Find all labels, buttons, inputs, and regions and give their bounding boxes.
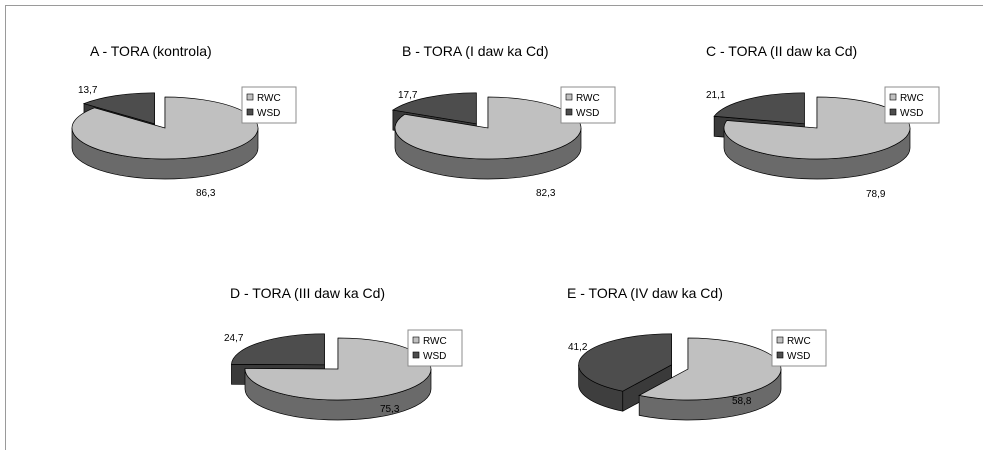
legend-swatch-wsd bbox=[776, 351, 784, 359]
legend-swatch-rwc bbox=[246, 93, 254, 101]
legend: RWC WSD bbox=[560, 86, 616, 124]
legend-label-wsd: WSD bbox=[900, 108, 923, 119]
slice-wsd-top bbox=[713, 92, 805, 125]
legend-box bbox=[560, 86, 616, 124]
legend-swatch-rwc bbox=[565, 93, 573, 101]
legend: RWC WSD bbox=[241, 86, 297, 124]
chart-title: E - TORA (IV daw ka Cd) bbox=[567, 285, 723, 301]
legend-box bbox=[884, 86, 940, 124]
slice-wsd-top bbox=[391, 92, 477, 125]
data-label-rwc: 58,8 bbox=[732, 396, 752, 407]
slice-rwc-top bbox=[723, 96, 911, 160]
data-label-wsd: 21,1 bbox=[706, 90, 726, 101]
data-label-wsd: 13,7 bbox=[78, 85, 98, 96]
pie-chart-d: D - TORA (III daw ka Cd) 24,7 75,3 RWC WSD bbox=[224, 285, 463, 421]
legend-label-wsd: WSD bbox=[576, 108, 599, 119]
slice-rwc-top bbox=[71, 96, 259, 160]
legend-swatch-rwc bbox=[889, 93, 897, 101]
slice-wsd-top bbox=[231, 333, 325, 366]
legend-label-wsd: WSD bbox=[423, 351, 446, 362]
legend: RWC WSD bbox=[407, 329, 463, 367]
slice-rwc bbox=[394, 96, 582, 180]
slice-rwc-top bbox=[394, 96, 582, 160]
legend-label-rwc: RWC bbox=[257, 93, 281, 104]
slice-wsd-top bbox=[578, 333, 672, 392]
pie-chart-b: B - TORA (I daw ka Cd) 17,7 82,3 RWC WSD bbox=[391, 43, 616, 199]
data-label-rwc: 86,3 bbox=[196, 188, 216, 199]
slice-wsd-top bbox=[82, 92, 155, 125]
chart-title: C - TORA (II daw ka Cd) bbox=[706, 43, 857, 59]
data-label-rwc: 75,3 bbox=[380, 404, 400, 415]
legend-swatch-wsd bbox=[565, 108, 573, 116]
chart-title: B - TORA (I daw ka Cd) bbox=[402, 43, 549, 59]
chart-title: A - TORA (kontrola) bbox=[90, 43, 212, 59]
legend-swatch-rwc bbox=[412, 336, 420, 344]
legend-box bbox=[407, 329, 463, 367]
slice-rwc-top bbox=[638, 337, 782, 401]
pie-chart-c: C - TORA (II daw ka Cd) 21,1 78,9 RWC WSD bbox=[706, 43, 940, 200]
legend-label-rwc: RWC bbox=[900, 93, 924, 104]
legend-swatch-wsd bbox=[412, 351, 420, 359]
slice-rwc bbox=[71, 96, 259, 180]
data-label-wsd: 41,2 bbox=[568, 342, 588, 353]
frame-border-left bbox=[5, 5, 6, 450]
slice-rwc-top bbox=[244, 337, 432, 401]
legend-label-rwc: RWC bbox=[787, 336, 811, 347]
legend-swatch-wsd bbox=[889, 108, 897, 116]
slice-wsd bbox=[578, 333, 672, 412]
data-label-wsd: 24,7 bbox=[224, 333, 244, 344]
slice-rwc bbox=[638, 337, 782, 421]
slice-rwc bbox=[723, 96, 911, 180]
chart-title: D - TORA (III daw ka Cd) bbox=[230, 285, 385, 301]
legend-label-rwc: RWC bbox=[576, 93, 600, 104]
pie-chart-e: E - TORA (IV daw ka Cd) 41,2 58,8 RWC WSD bbox=[567, 285, 827, 421]
legend-swatch-wsd bbox=[246, 108, 254, 116]
data-label-wsd: 17,7 bbox=[398, 90, 418, 101]
legend-label-rwc: RWC bbox=[423, 336, 447, 347]
legend-label-wsd: WSD bbox=[257, 108, 280, 119]
legend: RWC WSD bbox=[771, 329, 827, 367]
legend-swatch-rwc bbox=[776, 336, 784, 344]
slice-rwc bbox=[244, 337, 432, 421]
legend-box bbox=[771, 329, 827, 367]
legend-label-wsd: WSD bbox=[787, 351, 810, 362]
data-label-rwc: 78,9 bbox=[866, 189, 886, 200]
legend: RWC WSD bbox=[884, 86, 940, 124]
data-label-rwc: 82,3 bbox=[536, 188, 556, 199]
pie-chart-a: A - TORA (kontrola) 13,7 86,3 RWC WSD bbox=[71, 43, 297, 199]
frame-border-top bbox=[5, 5, 983, 6]
legend-box bbox=[241, 86, 297, 124]
